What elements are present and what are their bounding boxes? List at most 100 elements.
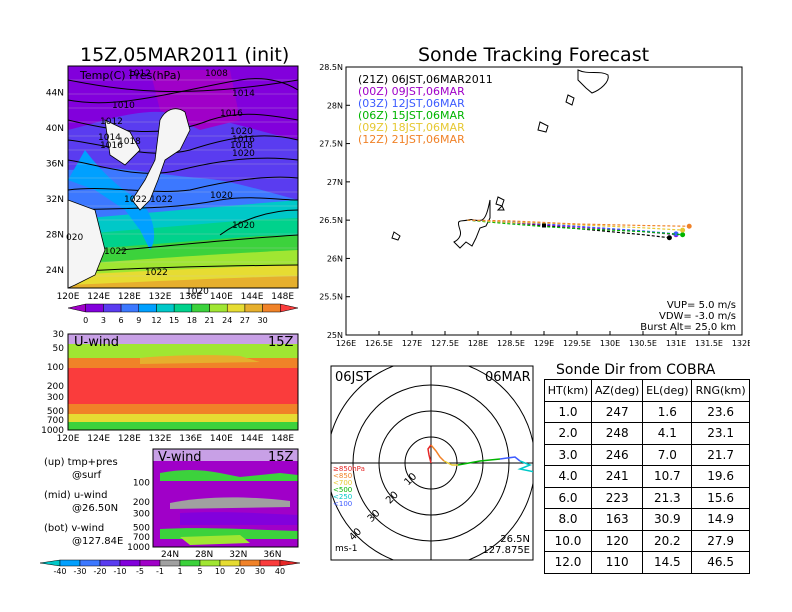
legend-entry: (21Z) 06JST,06MAR2011 xyxy=(358,73,493,86)
col-range: RNG(km) xyxy=(691,379,750,402)
table-cell: 15.6 xyxy=(691,486,750,509)
colorbar-tick: 6 xyxy=(119,316,124,325)
pressure-legend-entry: <100 xyxy=(333,500,352,508)
table-cell: 1.6 xyxy=(642,400,693,423)
polar-left-label: 06JST xyxy=(335,370,372,385)
x-tick-label: 130.5E xyxy=(629,339,657,348)
wind-colorbar-tick: -10 xyxy=(113,567,127,576)
uwind-x-tick: 136E xyxy=(179,434,202,443)
pressure-legend-entry: <850 xyxy=(333,472,352,480)
x-tick-label: 132E xyxy=(732,339,750,348)
table-cell: 246 xyxy=(591,443,644,466)
track-line xyxy=(467,219,683,236)
table-cell: 14.5 xyxy=(642,551,693,574)
map-title: 15Z,05MAR2011 (init) xyxy=(80,44,290,66)
colorbar-tick: 0 xyxy=(83,316,88,325)
isobar-label: 1012 xyxy=(100,117,123,127)
table-row: 12.0 110 14.5 46.5 xyxy=(543,551,750,574)
wind-colorbar-swatch xyxy=(159,559,181,567)
x-tick-label: 129E xyxy=(534,339,554,348)
wind-colorbar-swatch xyxy=(199,559,221,567)
uwind-x-tick: 132E xyxy=(149,434,172,443)
isobar-label: 1020 xyxy=(232,149,255,159)
note-line: (up) tmp+pres xyxy=(44,457,118,468)
x-tick-label: 126.5E xyxy=(365,339,393,348)
colorbar-tick: 15 xyxy=(169,316,179,325)
param-line: VUP= 5.0 m/s xyxy=(667,300,736,311)
y-tick-label: 25N xyxy=(327,331,343,340)
table-row: 10.0 120 20.2 27.9 xyxy=(543,529,750,552)
wind-colorbar-swatch xyxy=(99,559,121,567)
x-tick-label: 126E xyxy=(336,339,356,348)
colorbar-swatch xyxy=(120,303,140,313)
table-cell: 4.0 xyxy=(543,465,593,488)
isobar-label: 1022 xyxy=(150,195,173,205)
uwind-x-tick: 140E xyxy=(210,434,233,443)
table-cell: 247 xyxy=(591,400,644,423)
lat-tick-label: 40N xyxy=(46,124,64,134)
isobar-label: 1018 xyxy=(230,141,253,151)
pressure-legend: ≥850hPa<850<700<500<250<100 xyxy=(333,465,365,508)
col-height: HT(km) xyxy=(543,379,593,402)
note-line: @127.84E xyxy=(72,536,124,547)
table-cell: 27.9 xyxy=(691,529,750,552)
vwind-x-tick: 28N xyxy=(195,550,213,560)
lat-tick-label: 28N xyxy=(46,231,64,241)
table-row: 6.0 223 21.3 15.6 xyxy=(543,486,750,509)
table-cell: 10.0 xyxy=(543,529,593,552)
uwind-y-tick: 700 xyxy=(47,416,64,426)
track-legend: (21Z) 06JST,06MAR2011(00Z) 09JST,06MAR (0… xyxy=(358,73,493,146)
map-lon-ticks: 120E 124E 128E 132E 136E 140E 144E 148E xyxy=(57,292,295,302)
uwind-x-tick: 120E xyxy=(57,434,80,443)
table-cell: 12.0 xyxy=(543,551,593,574)
x-tick-label: 131.5E xyxy=(695,339,723,348)
track-y-ticks: 25N 25.5N 26N 26.5N 27N 27.5N 28N 28.5N xyxy=(319,63,350,340)
x-tick-label: 128E xyxy=(468,339,488,348)
legend-entry: (00Z) 09JST,06MAR xyxy=(358,85,465,98)
wind-colorbar-swatch xyxy=(59,559,81,567)
uwind-time: 15Z xyxy=(268,335,294,350)
polar-lat: 26.5N xyxy=(500,534,530,545)
uwind-y-tick: 200 xyxy=(47,382,64,392)
wind-colorbar-tick: 20 xyxy=(234,567,246,576)
param-line: VDW= -3.0 m/s xyxy=(659,311,736,322)
y-tick-label: 26N xyxy=(327,254,343,263)
table-cell: 2.0 xyxy=(543,422,593,445)
col-elevation: EL(deg) xyxy=(642,379,693,402)
uwind-y-tick: 50 xyxy=(53,344,65,354)
wind-colorbar-swatch xyxy=(219,559,241,567)
map-subtitle: Temp(C) Pres(hPa) xyxy=(79,69,181,82)
lat-tick-label: 36N xyxy=(46,160,64,170)
colorbar-swatch xyxy=(85,303,104,313)
uwind-x-tick: 128E xyxy=(118,434,141,443)
uwind-x-tick: 124E xyxy=(87,434,110,443)
track-x-ticks: 126E 126.5E 127E 127.5E 128E 128.5E 129E 129.5E… xyxy=(336,331,750,348)
legend-entry: (12Z) 21JST,06MAR xyxy=(358,133,465,146)
vwind-x-tick: 36N xyxy=(263,550,281,560)
colorbar-swatch xyxy=(226,303,246,313)
table-cell: 20.2 xyxy=(642,529,693,552)
uwind-y-tick: 500 xyxy=(47,407,64,417)
vwind-time: 15Z xyxy=(268,450,294,465)
y-tick-label: 27N xyxy=(327,178,343,187)
track-end-point xyxy=(666,235,672,241)
isobar-label: 1020 xyxy=(230,127,253,137)
colorbar-swatch xyxy=(138,303,157,313)
note-line: (bot) v-wind xyxy=(44,523,105,534)
track-marker xyxy=(542,223,546,228)
note-line: @surf xyxy=(72,470,102,481)
colorbar-swatch xyxy=(280,303,299,313)
table-body: 1.0 247 1.6 23.6 2.0 248 4.1 23.1 3.0 246 7.0 21.7 4… xyxy=(543,400,750,574)
table-cell: 6.0 xyxy=(543,486,593,509)
colorbar-tick: 18 xyxy=(187,316,197,325)
wind-colorbar-swatch xyxy=(279,559,301,567)
colorbar-swatch xyxy=(209,303,228,313)
wind-colorbar-tick: -40 xyxy=(53,567,67,576)
uwind-y-tick: 1000 xyxy=(41,426,64,436)
table-cell: 21.7 xyxy=(691,443,750,466)
colorbar-swatch xyxy=(156,303,175,313)
table-cell: 30.9 xyxy=(642,508,693,531)
colorbar-swatch xyxy=(173,303,193,313)
legend-entry: (09Z) 18JST,06MAR xyxy=(358,121,465,134)
